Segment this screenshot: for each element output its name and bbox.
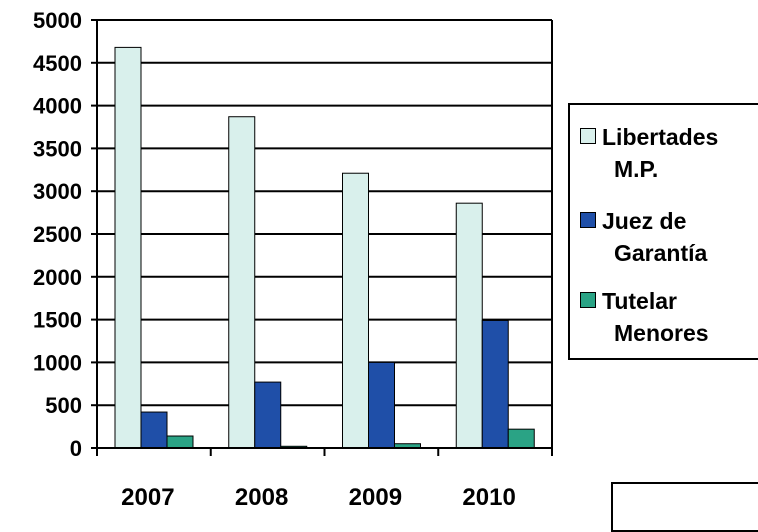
bar-libertades-m-p--2007: [114, 46, 142, 449]
bar-libertades-m-p--2009: [342, 172, 369, 449]
legend-swatch-juez: [580, 212, 596, 228]
bar-juez-de-garant-a-2010: [481, 319, 509, 449]
bar-libertades-m-p--2008: [228, 116, 256, 449]
y-tick-label: 500: [45, 393, 82, 418]
legend-item-juez: Juez de Garantía: [580, 205, 758, 269]
legend-label-juez-line2: Garantía: [614, 240, 708, 266]
legend-swatch-tutelar: [580, 292, 596, 308]
x-tick-label: 2007: [121, 484, 174, 511]
legend-item-tutelar: Tutelar Menores: [580, 285, 758, 349]
legend-label-tutelar-line1: Tutelar: [602, 288, 677, 314]
bars: [114, 46, 535, 449]
y-tick-label: 0: [70, 436, 82, 461]
legend-label-juez-line1: Juez de: [602, 208, 687, 234]
bar-juez-de-garant-a-2008: [254, 381, 282, 449]
y-tick-label: 3500: [33, 136, 82, 161]
axes: [91, 19, 553, 456]
bar-tutelar-menores-2010: [507, 428, 535, 449]
y-tick-label: 4000: [33, 94, 82, 119]
bar-juez-de-garant-a-2007: [140, 411, 168, 449]
x-tick-label: 2008: [235, 484, 288, 511]
y-tick-label: 2000: [33, 265, 82, 290]
legend-label-juez: Juez de Garantía: [602, 205, 758, 269]
y-tick-label: 1000: [33, 350, 82, 375]
x-axis-labels: 2007 2008 2009 2010: [121, 484, 516, 511]
y-tick-label: 3000: [33, 179, 82, 204]
legend-swatch-libertades: [580, 128, 596, 144]
y-tick-label: 4500: [33, 51, 82, 76]
y-tick-label: 2500: [33, 222, 82, 247]
y-tick-label: 1500: [33, 308, 82, 333]
legend-item-libertades: Libertades M.P.: [580, 121, 758, 185]
bottom-frame: [611, 482, 758, 532]
bar-juez-de-garant-a-2009: [368, 361, 395, 449]
legend-label-tutelar-line2: Menores: [614, 320, 709, 346]
legend-label-tutelar: Tutelar Menores: [602, 285, 758, 349]
legend-label-libertades: Libertades M.P.: [602, 121, 758, 185]
x-tick-label: 2010: [462, 484, 515, 511]
bar-chart: 5000450040003500300025002000150010005000…: [33, 8, 553, 511]
x-tick-label: 2009: [349, 484, 402, 511]
legend-label-libertades-line2: M.P.: [614, 156, 659, 182]
bar-tutelar-menores-2007: [166, 435, 194, 449]
y-tick-label: 5000: [33, 8, 82, 33]
legend: Libertades M.P. Juez de Garantía Tutelar…: [568, 103, 758, 360]
bar-libertades-m-p--2010: [455, 202, 483, 449]
legend-label-libertades-line1: Libertades: [602, 124, 719, 150]
